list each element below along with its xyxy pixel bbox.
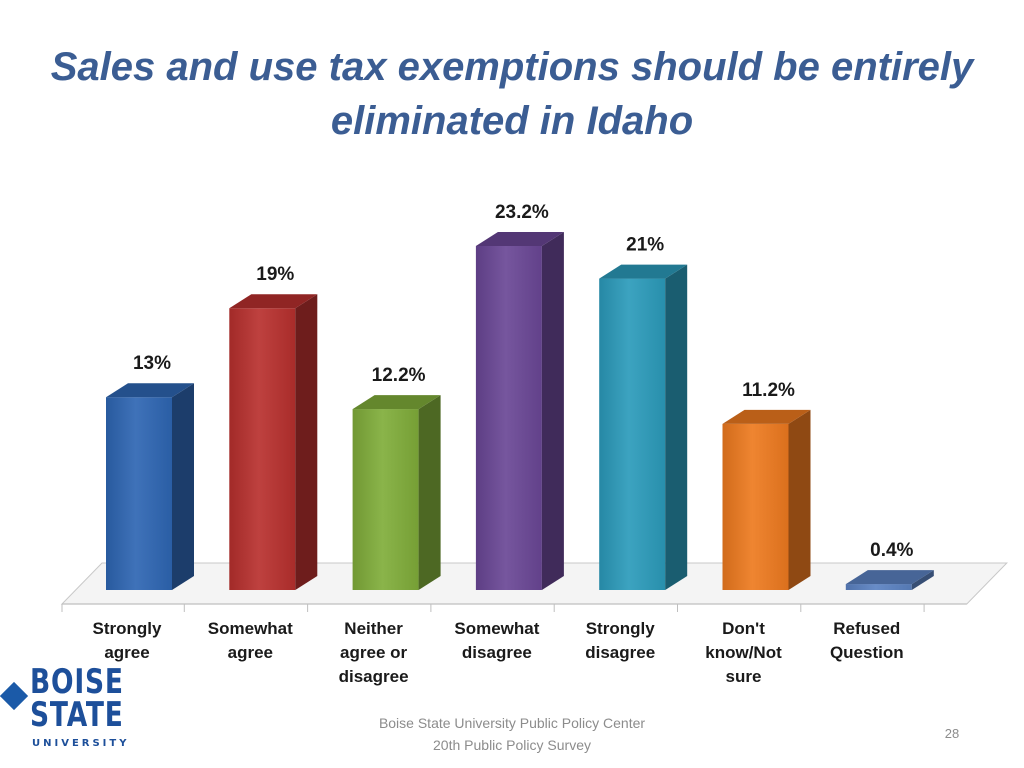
chart-category-labels: Strongly agree Somewhat agree Neither agree o… [93,619,904,686]
slide-title-line2: eliminated in Idaho [330,99,694,143]
bar-side [172,383,194,590]
bar-5 [599,264,688,590]
logo-wordmark: BOISE STATE [30,662,124,735]
bar-top [106,383,194,398]
bar-top [475,231,564,246]
bar-side [295,294,318,590]
bar-top [722,409,811,424]
category-label: Strongly disagree [585,619,655,662]
logo-subtitle: UNIVERSITY [32,738,130,749]
boise-state-logo: BOISE STATE UNIVERSITY [0,665,126,754]
bar-side [911,570,934,590]
data-label: 19% [256,264,294,285]
bar-2 [229,294,318,590]
category-label: Refused Question [830,619,904,662]
page-number: 28 [944,726,960,741]
bar-top [229,294,318,309]
bar-top [352,395,441,410]
bar-top [599,264,688,279]
footer-source-line1: Boise State University Public Policy Cen… [378,715,646,731]
bar-front [599,278,666,590]
bar-front [229,308,296,590]
category-label: Somewhat agree [208,619,293,662]
bar-3 [352,395,441,590]
slide-title: Sales and use tax exemptions should be e… [40,40,984,148]
category-label: Somewhat disagree [454,619,539,662]
bar-1 [106,383,194,590]
category-label: Neither agree or disagree [339,619,409,686]
bar-side [418,395,441,590]
bar-4 [475,231,564,590]
slide-title-line1: Sales and use tax exemptions should be e… [50,45,974,89]
data-label: 0.4% [870,540,913,561]
category-label: Don't know/Not sure [705,619,782,686]
data-label: 13% [133,353,171,374]
bar-side [541,231,564,590]
chart-bars [106,231,934,590]
bar-front [352,409,419,590]
bar-6 [722,409,811,590]
footer-source-line2: 20th Public Policy Survey [433,737,591,753]
data-label: 23.2% [495,202,549,223]
data-label: 21% [626,235,664,256]
bar-front [845,584,912,590]
bar-front [722,423,789,590]
bar-front [106,397,172,590]
bar-side [665,264,688,590]
data-label: 11.2% [742,380,795,401]
data-label: 12.2% [372,365,426,386]
bar-side [788,409,811,590]
category-label: Strongly agree [93,619,162,662]
bar-front [475,245,542,590]
chart-data-labels: 13% 19% 12.2% 23.2% 21% 11.2% 0.4% [133,202,914,561]
bar-top [845,570,934,585]
footer-source: Boise State University Public Policy Cen… [340,712,684,756]
bar-7 [845,570,934,590]
logo-diamond-icon [0,681,29,711]
